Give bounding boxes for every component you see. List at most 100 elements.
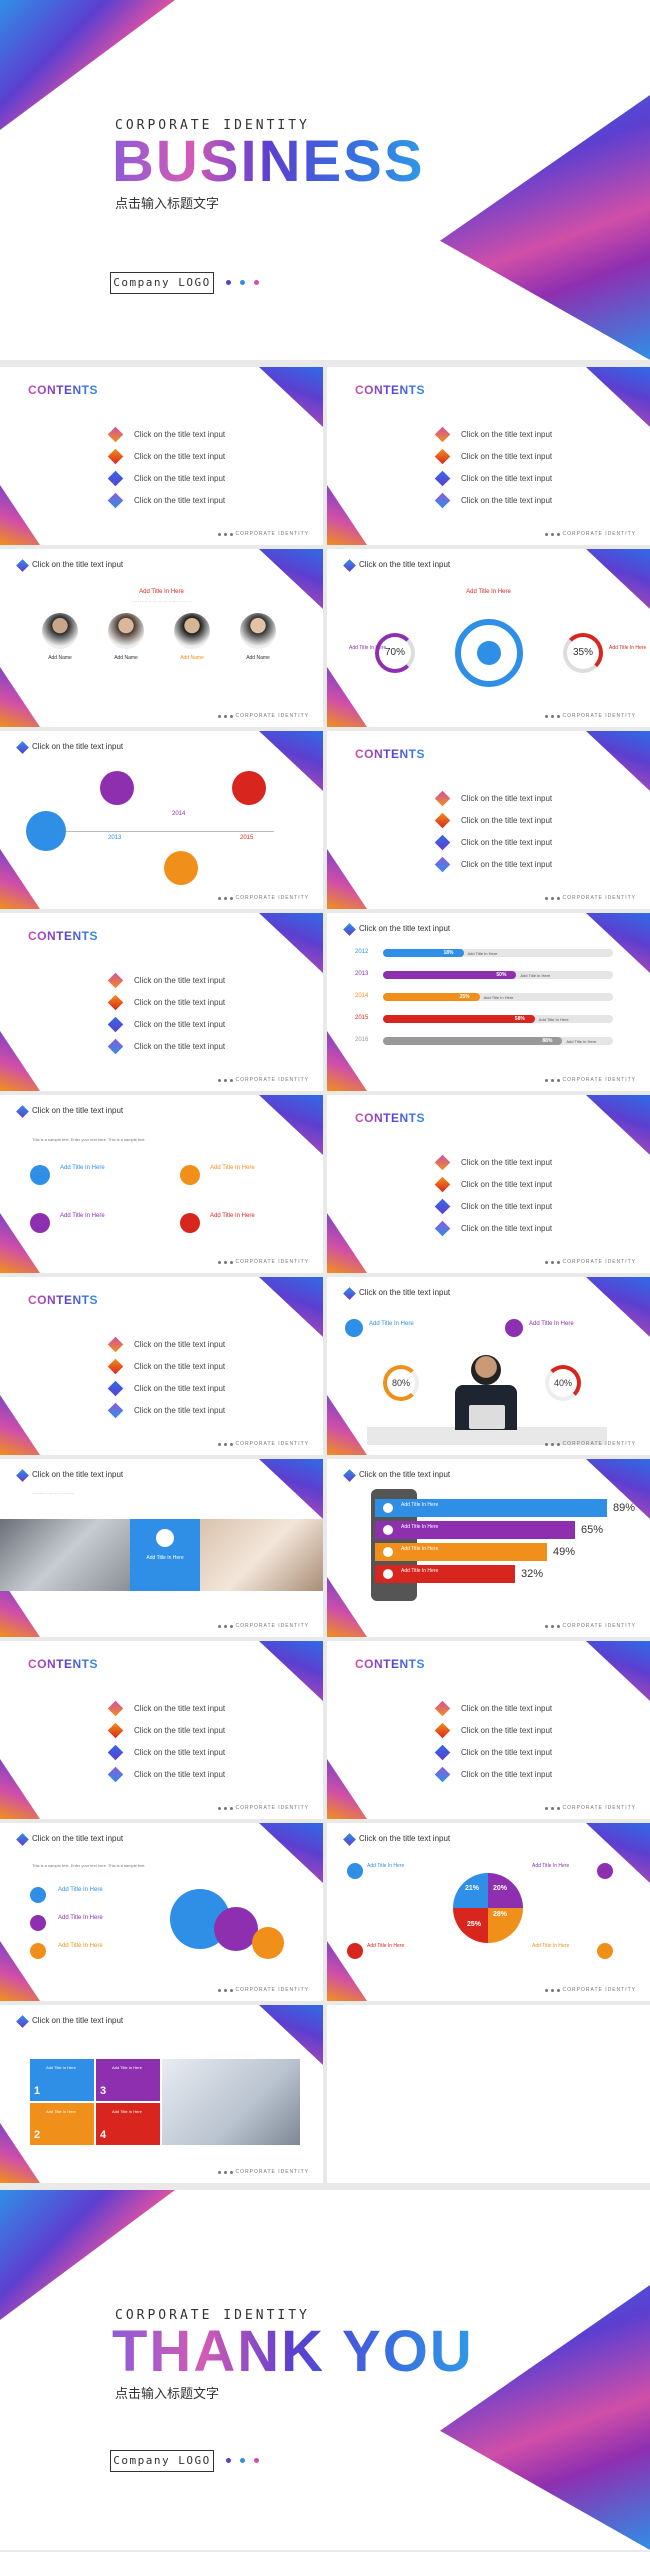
item-title: Add Title In Here [369,1321,414,1327]
mosaic-corner-bl [327,1395,367,1455]
list-item[interactable]: Click on the title text input [434,809,552,831]
list-item[interactable]: Click on the title text input [434,787,552,809]
list-item[interactable]: Click on the title text input [107,969,225,991]
list-item[interactable]: Click on the title text input [107,423,225,445]
person-photo [471,1355,501,1385]
contents-title: CONTENTS [355,747,425,761]
list-item[interactable]: Click on the title text input [107,991,225,1013]
list-item[interactable]: Click on the title text input [434,853,552,875]
list-item[interactable]: Click on the title text input [434,1763,552,1785]
item-title: Add Title In Here [532,1943,570,1949]
list-item[interactable]: Click on the title text input [434,831,552,853]
item-title: Add Title In Here [532,1863,570,1869]
list-item[interactable]: Click on the title text input [107,1013,225,1035]
phone-slide[interactable]: Click on the title text input Add Title … [327,1459,650,1637]
phone-row [375,1499,607,1517]
phone-row-value: 32% [521,1568,544,1580]
contents-slide[interactable]: CONTENTS Click on the title text input C… [327,1641,650,1819]
list-item[interactable]: Click on the title text input [107,445,225,467]
bulb-icon [30,1943,46,1959]
end-dots [226,2458,259,2463]
list-item[interactable]: Click on the title text input [434,489,552,511]
list-item[interactable]: Click on the title text input [107,1741,225,1763]
list-item[interactable]: Click on the title text input [434,1697,552,1719]
photo-slide[interactable]: Click on the title text input ··· ····· … [0,1459,323,1637]
phone-row-title: Add Title In Here [401,1546,439,1552]
timeline-slide[interactable]: Click on the title text input 2013 2014 … [0,731,323,909]
contents-slide[interactable]: CONTENTS Click on the title text input C… [327,731,650,909]
contents-slide[interactable]: CONTENTS Click on the title text input C… [327,367,650,545]
list-item[interactable]: Click on the title text input [434,1741,552,1763]
list-item[interactable]: Click on the title text input [434,1173,552,1195]
list-item[interactable]: Click on the title text input [107,1333,225,1355]
timeline-node [100,771,134,805]
list-item[interactable]: Click on the title text input [107,467,225,489]
mosaic-corner-tr [586,1277,650,1337]
list-item[interactable]: Click on the title text input [434,467,552,489]
item-title: Add Title In Here [60,1213,105,1219]
person-slide[interactable]: Click on the title text input Add Title … [327,1277,650,1455]
list-item[interactable]: Click on the title text input [434,445,552,467]
tiles-slide[interactable]: Click on the title text input 1 3 2 4 Ad… [0,2005,323,2183]
bulb-icon [252,1927,284,1959]
slide-title: Click on the title text input [359,1470,451,1479]
icons-slide[interactable]: Click on the title text input This is a … [0,1095,323,1273]
contents-slide[interactable]: CONTENTS Click on the title text input C… [327,1095,650,1273]
contents-slide[interactable]: CONTENTS Click on the title text input C… [0,913,323,1091]
bar-value: 50% [496,972,507,978]
mosaic-corner-bl [327,1577,367,1637]
pie-value: 20% [493,1885,508,1892]
bar-year: 2013 [355,971,369,977]
left-ring [383,1365,419,1401]
contents-title: CONTENTS [28,1293,98,1307]
center-ring [455,619,523,687]
list-item[interactable]: Click on the title text input [107,1719,225,1741]
contents-title: CONTENTS [355,1657,425,1671]
pie-slide[interactable]: Click on the title text input Add Title … [327,1823,650,2001]
circles-slide[interactable]: Click on the title text input This is a … [0,1823,323,2001]
company-logo: Company LOGO [110,2450,214,2472]
mosaic-corner-bl [0,1031,40,1091]
contents-title: CONTENTS [28,929,98,943]
mosaic-top-left [0,0,175,130]
list-item[interactable]: Click on the title text input [107,1377,225,1399]
end-subtitle-en: CORPORATE IDENTITY [115,2308,310,2323]
tile[interactable] [96,2103,160,2145]
contents-list: Click on the title text input Click on t… [434,1151,552,1239]
avatar [174,613,210,649]
list-item[interactable]: Click on the title text input [434,423,552,445]
list-item[interactable]: Click on the title text input [434,1217,552,1239]
slide-footer: CORPORATE IDENTITY [544,531,636,537]
end-title: THANK YOU [112,2319,474,2384]
contents-slide[interactable]: CONTENTS Click on the title text input C… [0,1277,323,1455]
list-item[interactable]: Click on the title text input [434,1719,552,1741]
bars-slide[interactable]: Click on the title text input 2012 18% Add… [327,913,650,1091]
tile[interactable] [30,2059,94,2101]
mosaic-corner-tr [259,2005,323,2065]
slide-footer: CORPORATE IDENTITY [544,1623,636,1629]
list-item[interactable]: Click on the title text input [434,1151,552,1173]
contents-slide[interactable]: CONTENTS Click on the title text input C… [0,367,323,545]
phone-row-title: Add Title In Here [401,1502,439,1508]
list-item[interactable]: Click on the title text input [107,1763,225,1785]
item-title: Add Title In Here [60,1165,105,1171]
tile[interactable] [30,2103,94,2145]
list-item[interactable]: Click on the title text input [107,489,225,511]
list-item[interactable]: Click on the title text input [434,1195,552,1217]
title-diamond-icon [343,923,356,936]
mosaic-top-left [0,2190,175,2320]
thank-you-slide[interactable]: CORPORATE IDENTITY THANK YOU 点击输入标题文字 Co… [0,2190,650,2550]
list-item[interactable]: Click on the title text input [107,1399,225,1421]
cover-slide[interactable]: CORPORATE IDENTITY BUSINESS 点击输入标题文字 Com… [0,0,650,360]
contents-slide[interactable]: CONTENTS Click on the title text input C… [0,1641,323,1819]
gear-icon [477,641,501,665]
bar-year: 2016 [355,1037,369,1043]
list-item[interactable]: Click on the title text input [107,1035,225,1057]
tile[interactable] [96,2059,160,2101]
list-item[interactable]: Click on the title text input [107,1355,225,1377]
bar-value: 25% [459,994,470,1000]
slide-footer: CORPORATE IDENTITY [544,1987,636,1993]
percent-slide[interactable]: Click on the title text input Add Title … [327,549,650,727]
list-item[interactable]: Click on the title text input [107,1697,225,1719]
team-slide[interactable]: Click on the title text input Add Title … [0,549,323,727]
